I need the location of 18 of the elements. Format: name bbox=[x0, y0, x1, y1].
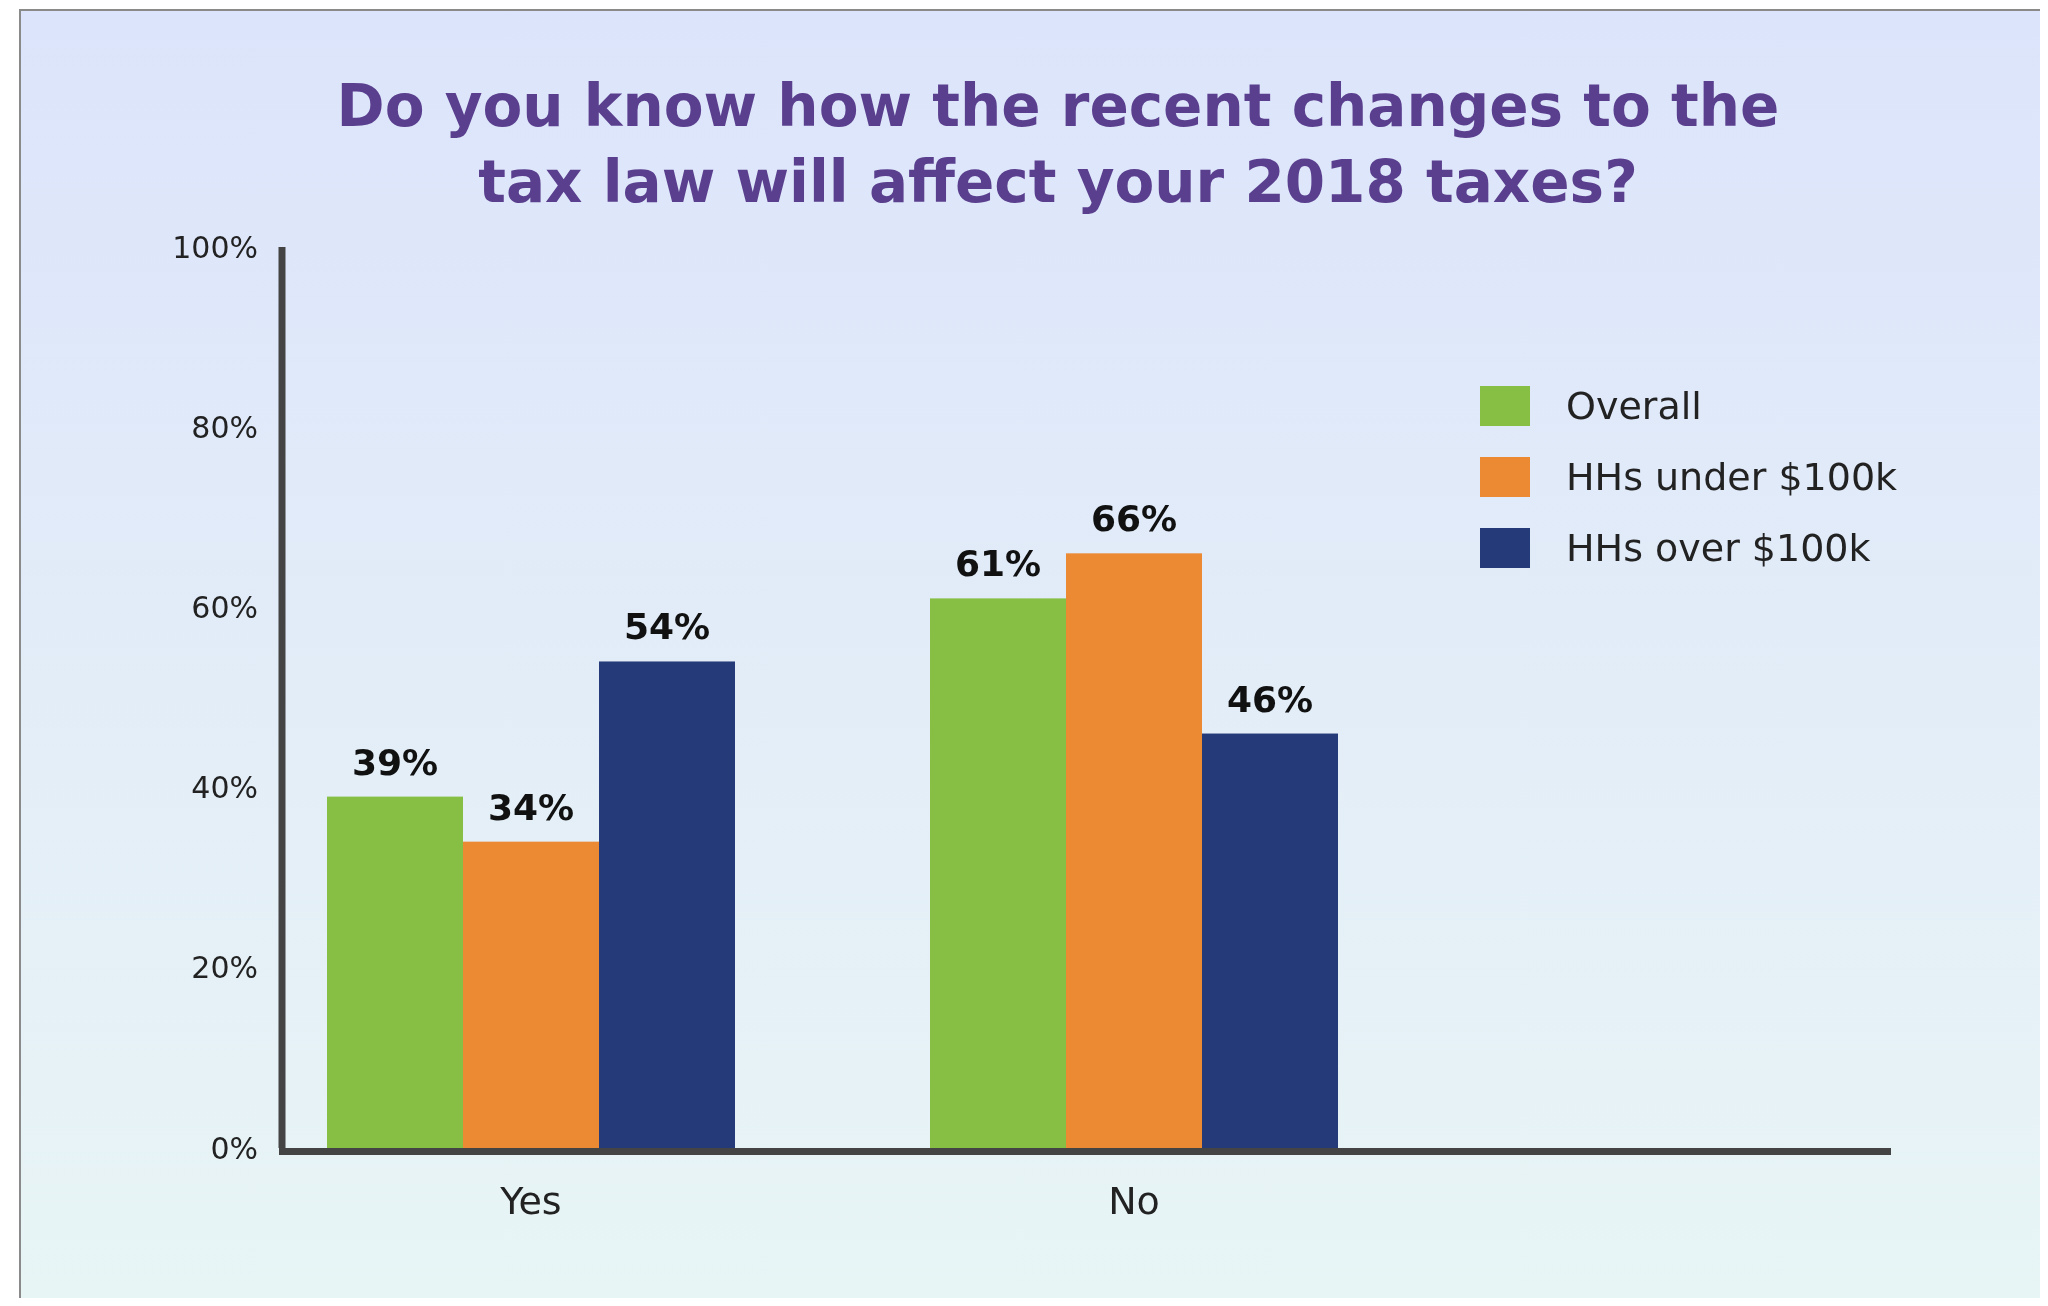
text: 54% bbox=[623, 606, 711, 648]
text: 46% bbox=[1226, 678, 1314, 720]
text: 61% bbox=[954, 543, 1042, 585]
x-tick-label: Yes bbox=[499, 1179, 562, 1223]
y-tick-label: 100% bbox=[172, 229, 258, 265]
y-tick-label: 20% bbox=[191, 950, 258, 986]
text: 39% bbox=[351, 741, 439, 783]
legend-label: HHs under $100k bbox=[1566, 455, 1898, 500]
y-tick-label: 60% bbox=[191, 589, 258, 625]
y-tick-label: 80% bbox=[191, 409, 258, 445]
text: 34% bbox=[487, 786, 575, 828]
y-tick-label: 40% bbox=[191, 770, 258, 806]
chart-title: Do you know how the recent changes to the tax law will affect your 2018 taxes? bbox=[336, 72, 1780, 216]
x-tick-label: No bbox=[1108, 1179, 1160, 1223]
legend-label: Overall bbox=[1566, 384, 1702, 429]
y-tick-label: 0% bbox=[210, 1130, 258, 1166]
legend-label: HHs over $100k bbox=[1566, 526, 1871, 571]
text: 66% bbox=[1090, 498, 1178, 540]
